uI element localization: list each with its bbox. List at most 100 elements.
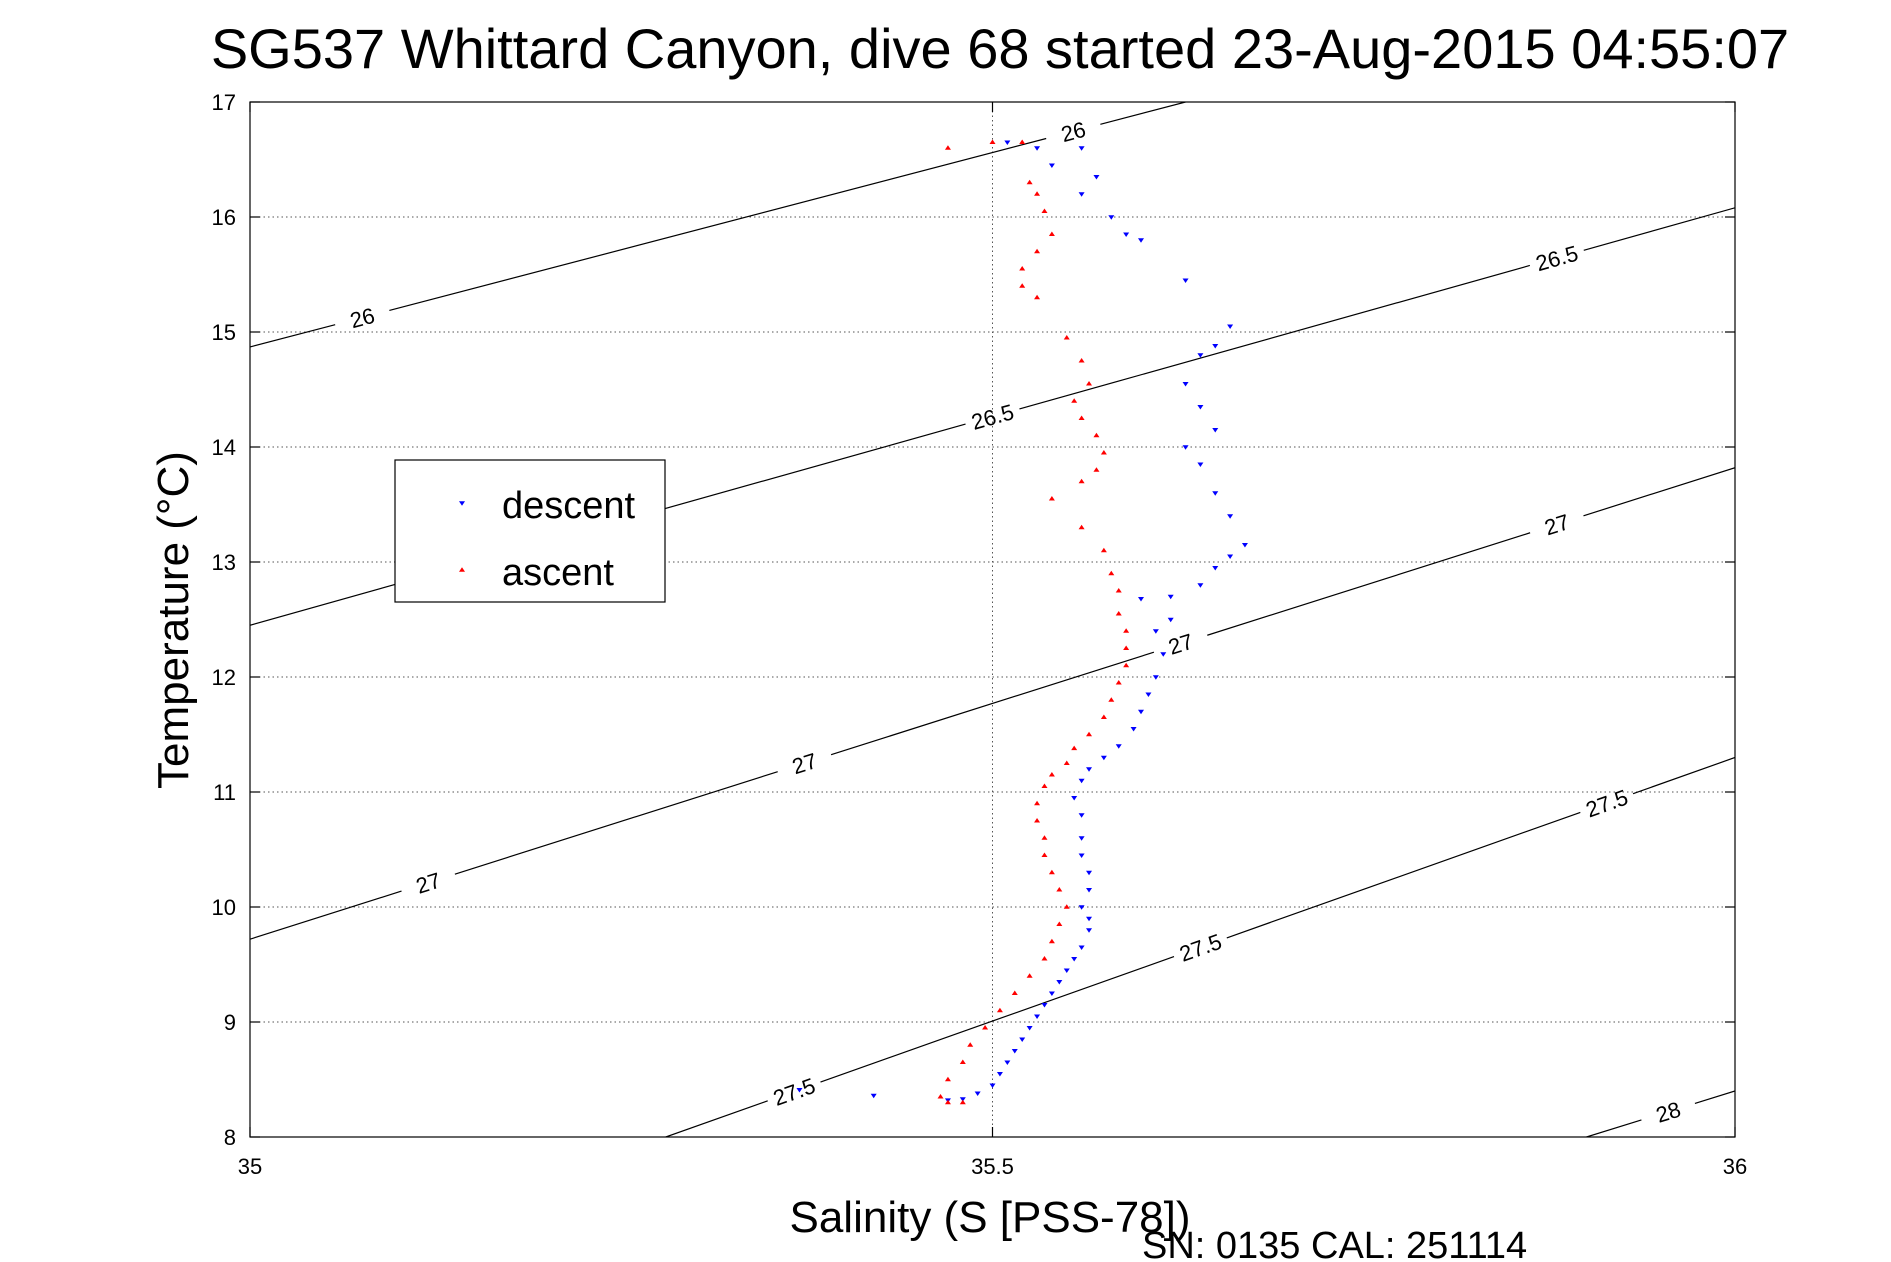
descent-point-47 — [1071, 956, 1078, 962]
ascent-point-51 — [967, 1042, 974, 1047]
ascent-point-13 — [1086, 381, 1093, 386]
chart-title: SG537 Whittard Canyon, dive 68 started 2… — [211, 17, 1789, 80]
legend-box — [394, 459, 666, 603]
ascent-point-6 — [1048, 231, 1055, 237]
descent-point-3 — [1048, 163, 1055, 168]
contour-line-27-seg-3 — [1207, 532, 1531, 636]
descent-point-52 — [1034, 1014, 1041, 1019]
ascent-point-40 — [1041, 852, 1048, 858]
legend-marker-ascent — [459, 567, 465, 572]
ascent-point-26 — [1123, 628, 1130, 633]
ascent-point-23 — [1108, 570, 1115, 576]
ascent-point-4 — [1034, 191, 1041, 196]
ascent-point-49 — [996, 1007, 1003, 1013]
descent-point-51 — [1041, 1002, 1048, 1008]
legend-marker-descent — [459, 501, 465, 506]
y-tick-label-8: 16 — [212, 205, 236, 230]
x-tick-label-2: 36 — [1723, 1154, 1747, 1179]
contour-line-26.5-seg-2 — [1019, 264, 1531, 410]
ascent-point-24 — [1115, 588, 1122, 593]
descent-point-44 — [1086, 916, 1093, 922]
descent-point-43 — [1078, 905, 1085, 910]
ascent-point-17 — [1100, 450, 1107, 455]
legend: descent ascent — [394, 459, 666, 603]
contour-line-27.5-seg-3 — [1632, 756, 1735, 795]
contour-line-27.5-seg-2 — [1226, 811, 1581, 939]
x-axis-label: Salinity (S [PSS-78]) — [789, 1193, 1190, 1242]
ascent-point-30 — [1108, 697, 1115, 702]
contour-line-27-seg-0 — [250, 890, 402, 940]
legend-label-descent: descent — [502, 485, 636, 527]
ascent-point-16 — [1093, 432, 1100, 438]
ascent-point-48 — [1011, 990, 1018, 996]
ascent-point-25 — [1115, 611, 1122, 616]
descent-point-13 — [1182, 381, 1189, 387]
descent-point-1 — [1034, 146, 1041, 151]
descent-point-34 — [1100, 755, 1107, 761]
data-points — [796, 139, 1248, 1105]
descent-point-2 — [1078, 146, 1085, 151]
descent-point-55 — [1011, 1048, 1018, 1054]
x-tick-label-0: 35 — [238, 1154, 262, 1179]
descent-point-62 — [870, 1093, 877, 1099]
descent-point-58 — [989, 1083, 996, 1088]
descent-point-56 — [1004, 1060, 1011, 1065]
ascent-point-29 — [1115, 680, 1122, 685]
y-tick-label-7: 15 — [212, 320, 236, 345]
y-tick-label-6: 14 — [212, 435, 236, 460]
descent-point-42 — [1086, 887, 1093, 893]
y-tick-label-2: 10 — [212, 895, 236, 920]
ascent-point-56 — [959, 1099, 966, 1105]
descent-point-59 — [974, 1091, 981, 1096]
descent-point-20 — [1241, 542, 1248, 548]
ascent-point-8 — [1019, 266, 1026, 271]
ascent-point-27 — [1123, 645, 1130, 651]
descent-point-63 — [796, 1088, 803, 1093]
ascent-point-36 — [1041, 783, 1048, 789]
ascent-point-12 — [1078, 358, 1085, 363]
serial-calibration-note: SN: 0135 CAL: 251114 — [1142, 1225, 1527, 1262]
ascent-point-50 — [982, 1025, 989, 1030]
ascent-point-42 — [1056, 887, 1063, 892]
ascent-point-52 — [959, 1059, 966, 1065]
contour-line-27.5-seg-0 — [665, 1100, 768, 1137]
descent-point-29 — [1152, 675, 1159, 680]
ascent-point-53 — [944, 1076, 951, 1082]
contour-line-27-seg-4 — [1583, 467, 1735, 517]
descent-point-26 — [1167, 617, 1174, 623]
ascent-point-55 — [944, 1099, 951, 1105]
ascent-point-33 — [1071, 745, 1078, 751]
ascent-point-41 — [1048, 869, 1055, 875]
legend-markers — [459, 501, 465, 572]
ascent-point-18 — [1093, 467, 1100, 472]
ascent-point-46 — [1041, 956, 1048, 961]
y-tick-label-4: 12 — [212, 665, 236, 690]
ascent-point-1 — [989, 139, 996, 145]
axis-ticks: 35 35.5 36 8 9 10 11 12 13 14 15 16 17 — [212, 90, 1748, 1179]
ascent-point-2 — [1019, 139, 1026, 145]
contour-line-26.5-seg-0 — [250, 582, 402, 626]
descent-point-49 — [1056, 979, 1063, 985]
descent-point-16 — [1182, 445, 1189, 450]
descent-point-17 — [1197, 462, 1204, 467]
ascent-point-44 — [1056, 921, 1063, 927]
descent-point-23 — [1197, 583, 1204, 588]
contour-line-26-seg-0 — [250, 324, 336, 348]
descent-point-35 — [1086, 767, 1093, 772]
descent-point-7 — [1123, 232, 1130, 237]
ascent-point-32 — [1086, 731, 1093, 737]
descent-point-41 — [1086, 870, 1093, 876]
ascent-point-14 — [1071, 398, 1078, 403]
ascent-point-9 — [1019, 283, 1026, 288]
descent-point-0 — [1004, 140, 1011, 145]
ascent-point-37 — [1034, 800, 1041, 806]
descent-point-38 — [1078, 813, 1085, 818]
ascent-point-0 — [944, 145, 951, 150]
descent-point-4 — [1093, 174, 1100, 180]
descent-point-39 — [1078, 836, 1085, 841]
contour-line-27-seg-2 — [830, 651, 1155, 756]
descent-point-15 — [1212, 427, 1219, 433]
contour-line-27.5-seg-1 — [820, 956, 1175, 1083]
descent-point-19 — [1227, 514, 1234, 519]
